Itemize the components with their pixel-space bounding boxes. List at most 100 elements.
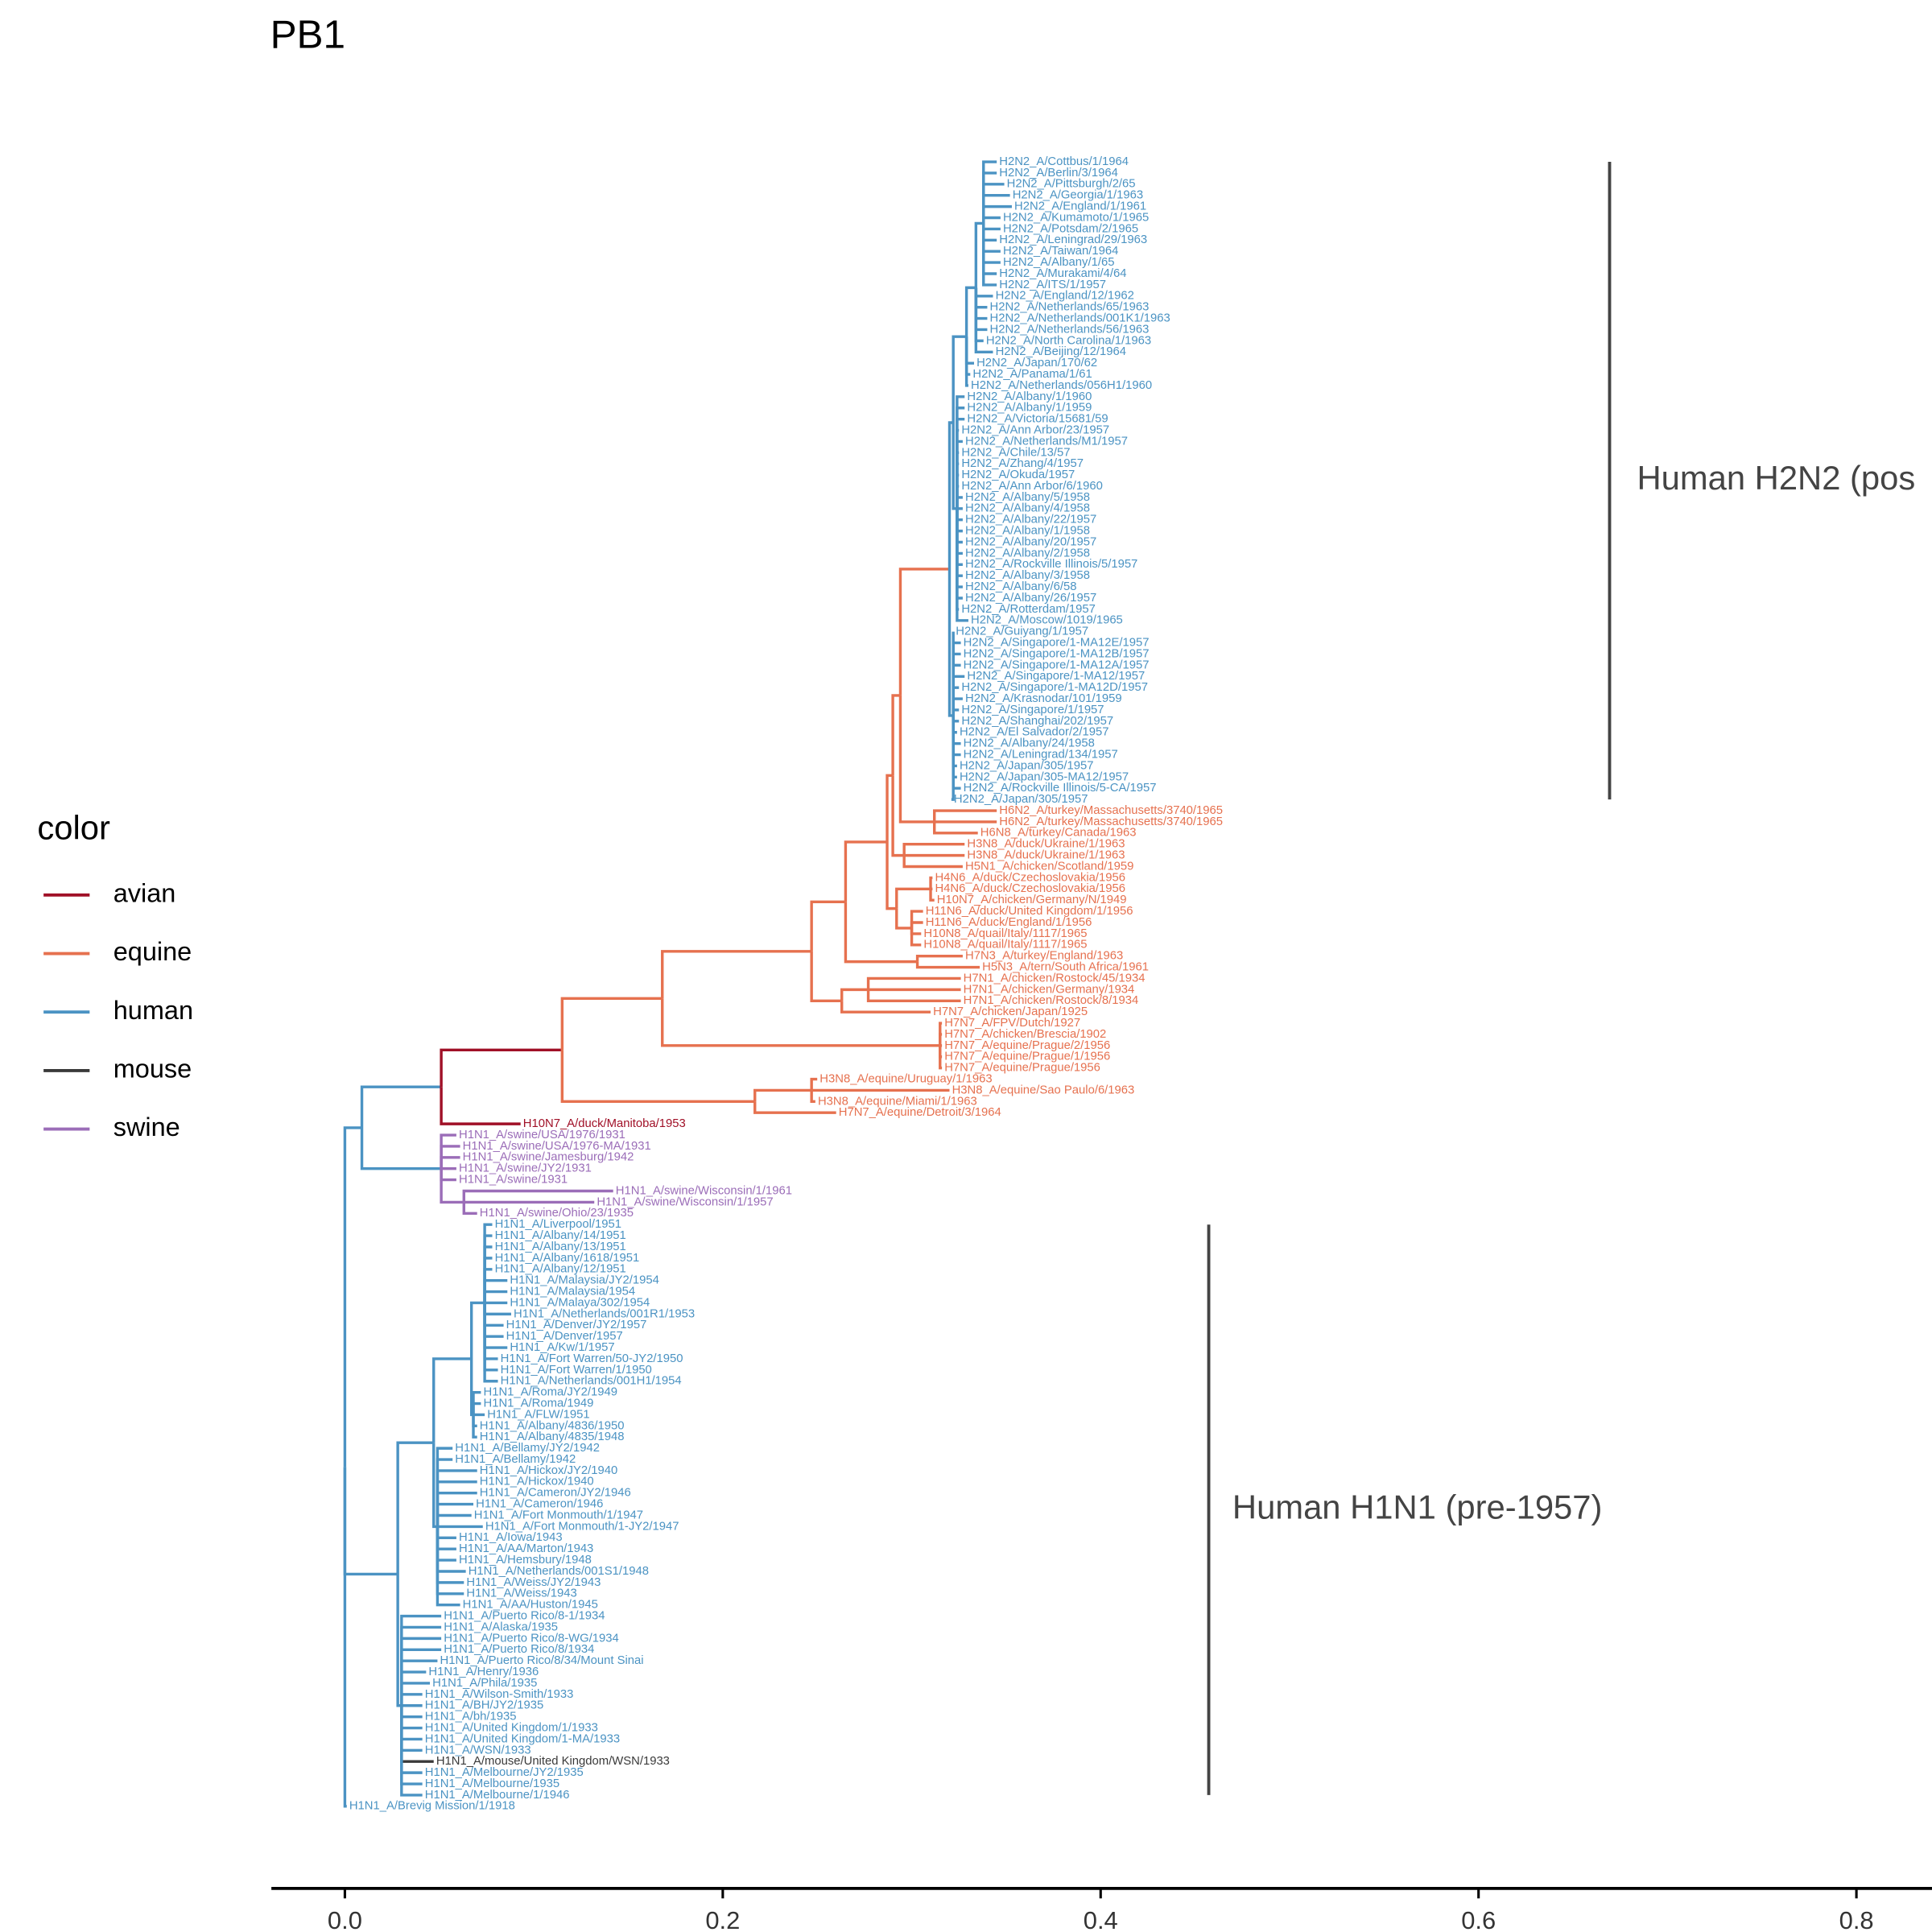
branch	[974, 287, 993, 298]
branch	[436, 1469, 477, 1527]
branch	[472, 1402, 481, 1415]
branch	[910, 927, 922, 947]
branch	[982, 171, 997, 224]
tip-label: H2N2_A/Albany/6/58	[965, 580, 1077, 593]
x-tick-label: 0.0	[328, 1906, 362, 1932]
branch	[360, 1085, 442, 1128]
branch	[915, 954, 963, 962]
tip-label: H2N2_A/Taiwan/1964	[1003, 245, 1118, 258]
tip-label: H2N2_A/North Carolina/1/1963	[986, 334, 1151, 347]
tip-label: H6N2_A/turkey/Massachusetts/3740/1965	[999, 804, 1223, 817]
legend-label: human	[114, 996, 193, 1025]
tip-label: H7N7_A/equine/Prague/2/1956	[944, 1039, 1110, 1052]
clade-label: Human H1N1 (pre-1957)	[1232, 1488, 1602, 1526]
tip-label: H1N1_A/Fort Monmouth/1/1947	[474, 1509, 643, 1521]
legend-label: swine	[114, 1113, 180, 1141]
tip-label: H1N1_A/Cameron/JY2/1946	[480, 1487, 631, 1500]
branch	[440, 1087, 521, 1125]
branch	[902, 855, 963, 869]
tip-label: H2N2_A/Kumamoto/1/1965	[1003, 211, 1149, 224]
tip-label: H2N2_A/Netherlands/65/1963	[990, 301, 1150, 314]
tip-label: H1N1_A/swine/1931	[459, 1174, 568, 1187]
branch	[902, 843, 965, 856]
tip-label: H2N2_A/Guiyang/1/1957	[956, 625, 1088, 638]
tip-label: H2N2_A/Netherlands/056H1/1960	[971, 379, 1152, 392]
branch	[400, 1670, 427, 1706]
tip-label: H1N1_A/Brevig Mission/1/1918	[349, 1800, 515, 1813]
branch	[753, 1088, 812, 1102]
tip-label: H2N2_A/Moscow/1019/1965	[971, 614, 1123, 627]
tip-label: H1N1_A/Iowa/1943	[459, 1531, 563, 1544]
branch	[436, 1492, 477, 1527]
tip-label: H5N1_A/chicken/Scotland/1959	[965, 860, 1133, 873]
tip-label: H2N2_A/Netherlands/56/1963	[990, 323, 1150, 336]
tip-label: H2N2_A/Potsdam/2/1965	[1003, 222, 1138, 235]
branch	[898, 568, 950, 696]
tip-label: H1N1_A/Albany/4836/1950	[480, 1419, 625, 1432]
branch	[483, 1302, 498, 1383]
tip-label: H4N6_A/duck/Czechoslovakia/1956	[935, 871, 1125, 884]
tip-label: H1N1_A/Puerto Rico/8/34/Mount Sinai	[440, 1654, 644, 1667]
tip-label: H2N2_A/Leningrad/29/1963	[999, 233, 1147, 246]
tip-label: H1N1_A/Albany/12/1951	[495, 1263, 626, 1276]
tip-label: H7N3_A/turkey/England/1963	[965, 950, 1123, 963]
tip-label: H1N1_A/Netherlands/001H1/1954	[501, 1375, 682, 1388]
tip-label: H1N1_A/Bellamy/1942	[455, 1453, 576, 1466]
tip-label: H4N6_A/duck/Czechoslovakia/1956	[935, 882, 1125, 895]
tip-label: H1N1_A/bh/1935	[425, 1711, 517, 1724]
tip-label: H1N1_A/swine/Jamesburg/1942	[463, 1151, 634, 1164]
branch	[343, 1467, 347, 1808]
branch	[840, 988, 869, 1001]
tip-label: H1N1_A/swine/Wisconsin/1/1961	[616, 1184, 792, 1197]
branch	[440, 1048, 563, 1088]
branch	[895, 908, 912, 930]
branch	[956, 496, 963, 509]
tip-label: H3N8_A/duck/Ukraine/1/1963	[967, 849, 1125, 862]
tip-label: H10N8_A/quail/Italy/1117/1965	[923, 939, 1087, 952]
branch	[432, 1357, 472, 1443]
tip-label: H7N1_A/chicken/Germany/1934	[964, 983, 1135, 996]
branch	[483, 1302, 511, 1316]
tip-label: H2N2_A/Albany/5/1958	[965, 491, 1090, 504]
branch	[982, 223, 1001, 253]
tip-label: H2N2_A/El Salvador/2/1957	[960, 726, 1108, 739]
branch	[982, 223, 997, 275]
tip-label: H2N2_A/ITS/1/1957	[999, 279, 1106, 291]
tip-label: H1N1_A/swine/USA/1976/1931	[459, 1129, 625, 1141]
tip-label: H2N2_A/Albany/1/1959	[967, 402, 1092, 415]
tip-label: H2N2_A/Albany/3/1958	[965, 569, 1090, 582]
branch	[895, 887, 931, 909]
tip-label: H1N1_A/Melbourne/1935	[425, 1777, 559, 1790]
branch	[915, 961, 980, 969]
tip-label: H2N2_A/Beijing/12/1964	[996, 345, 1126, 358]
branch	[810, 1090, 815, 1104]
branch	[810, 1077, 818, 1091]
tip-label: H2N2_A/Albany/26/1957	[965, 592, 1096, 605]
tip-label: H2N2_A/Albany/4/1958	[965, 502, 1090, 515]
branch	[469, 1301, 485, 1359]
branch	[933, 821, 978, 835]
branch	[952, 335, 967, 423]
tip-label: H2N2_A/Berlin/3/1964	[999, 167, 1118, 180]
tip-label: H1N1_A/Phila/1935	[432, 1677, 537, 1690]
tip-label: H1N1_A/Puerto Rico/8/1934	[444, 1643, 594, 1656]
tip-label: H1N1_A/mouse/United Kingdom/WSN/1933	[436, 1755, 670, 1768]
tip-label: H2N2_A/Murakami/4/64	[999, 267, 1126, 280]
tip-label: H2N2_A/Okuda/1957	[961, 469, 1075, 481]
branch	[360, 1127, 442, 1170]
branch	[400, 1705, 423, 1797]
tip-label: H2N2_A/Pittsburgh/2/65	[1007, 178, 1136, 191]
branch	[982, 223, 997, 287]
tip-label: H2N2_A/Singapore/1-MA12E/1957	[964, 637, 1150, 650]
branch	[436, 1526, 456, 1562]
branch	[866, 989, 961, 1002]
tip-label: H1N1_A/Wilson-Smith/1933	[425, 1688, 574, 1701]
tip-label: H2N2_A/Rockville Illinois/5-CA/1957	[964, 782, 1157, 795]
tip-label: H2N2_A/Singapore/1-MA12A/1957	[964, 658, 1150, 671]
tip-label: H2N2_A/Netherlands/M1/1957	[965, 435, 1128, 448]
x-tick-label: 0.8	[1839, 1906, 1874, 1932]
tip-label: H1N1_A/Malaysia/1954	[510, 1285, 635, 1298]
branch	[483, 1302, 504, 1338]
tip-label: H1N1_A/Henry/1936	[428, 1666, 539, 1678]
